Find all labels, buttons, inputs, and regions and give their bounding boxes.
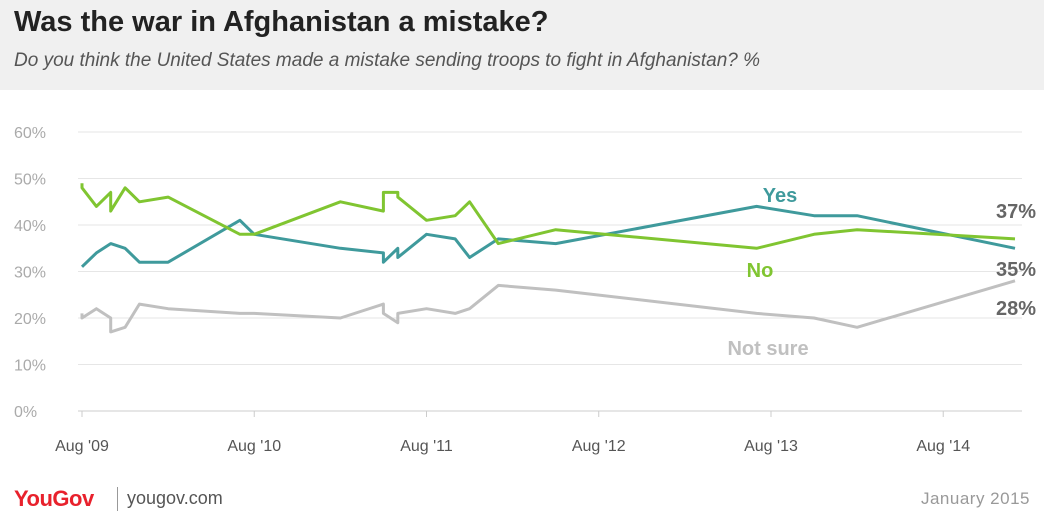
line-chart: 0% 10% 20% 30% 40% 50% 60% Aug '09 Aug '10 Aug '1… [14,125,1036,455]
x-tick-label: Aug '13 [744,438,798,455]
y-tick-label: 20% [14,311,46,328]
y-tick-label: 10% [14,358,46,375]
footer-divider [117,487,118,511]
series-line-yes [80,204,1016,268]
yougov-logo: YouGov [14,486,94,511]
footer-date: January 2015 [920,489,1030,508]
end-label-yes: 35% [996,259,1036,281]
y-tick-label: 30% [14,265,46,282]
x-tick-label: Aug '12 [572,438,626,455]
x-tick-label: Aug '10 [227,438,281,455]
x-tick-label: Aug '09 [55,438,109,455]
end-label-not-sure: 28% [996,298,1036,320]
y-tick-label: 60% [14,125,46,142]
series-label-not-sure: Not sure [727,338,808,360]
series-label-yes: Yes [763,185,797,207]
series-line-not-sure [80,279,1016,334]
y-tick-label: 50% [14,172,46,189]
series-label-no: No [747,260,774,282]
chart-title: Was the war in Afghanistan a mistake? [14,6,549,38]
y-tick-label: 40% [14,218,46,235]
end-label-no: 37% [996,201,1036,223]
y-tick-label: 0% [14,404,37,421]
series-line-no [80,183,1016,250]
x-tick-label: Aug '11 [400,438,453,455]
footer-site: yougov.com [127,488,223,508]
x-tick-label: Aug '14 [916,438,970,455]
chart-subtitle: Do you think the United States made a mi… [14,50,761,71]
chart-header: Was the war in Afghanistan a mistake? Do… [0,0,1044,90]
